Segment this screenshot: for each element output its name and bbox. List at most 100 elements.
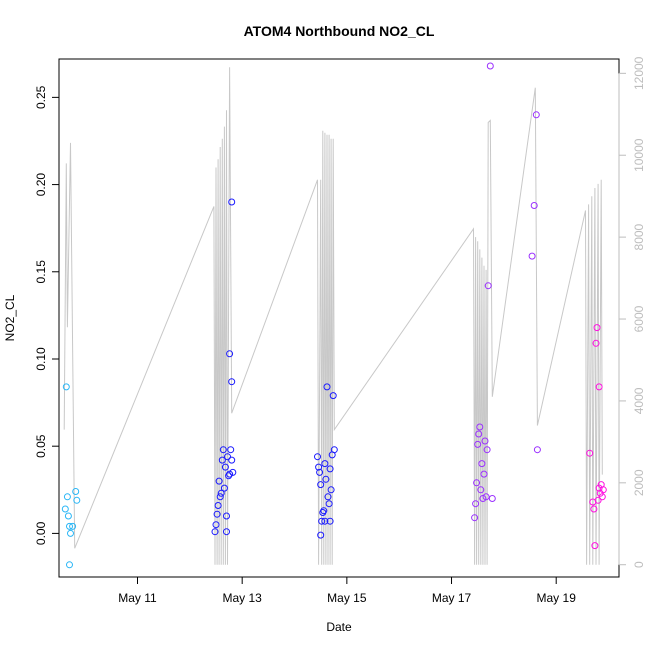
scatter-points bbox=[61, 62, 607, 569]
data-point bbox=[227, 446, 235, 454]
data-point bbox=[214, 502, 222, 509]
data-point bbox=[321, 517, 329, 525]
data-point bbox=[330, 446, 338, 454]
data-point bbox=[218, 456, 226, 464]
data-point bbox=[322, 475, 330, 483]
data-point bbox=[64, 512, 72, 520]
y2-tick-label: 0 bbox=[632, 561, 646, 568]
y2-tick-label: 8000 bbox=[632, 223, 646, 250]
data-point bbox=[211, 528, 219, 536]
y-tick-label: 0.20 bbox=[34, 173, 48, 197]
data-point bbox=[72, 488, 80, 495]
line-series bbox=[63, 67, 603, 565]
y-tick-label: 0.15 bbox=[34, 260, 48, 284]
x-tick-label: May 17 bbox=[432, 591, 472, 605]
data-point bbox=[533, 446, 541, 454]
data-point bbox=[591, 542, 599, 550]
data-point bbox=[595, 484, 603, 492]
data-point bbox=[475, 430, 483, 438]
x-tick-label: May 15 bbox=[327, 591, 367, 605]
data-point bbox=[325, 500, 333, 508]
data-point bbox=[318, 517, 326, 525]
data-point bbox=[223, 512, 230, 520]
data-point bbox=[478, 460, 486, 468]
x-tick-label: May 13 bbox=[222, 591, 262, 605]
data-point bbox=[315, 463, 323, 471]
data-point bbox=[476, 423, 484, 431]
data-point bbox=[61, 505, 69, 513]
data-point bbox=[486, 62, 494, 70]
data-point bbox=[592, 339, 600, 347]
chart-title: ATOM4 Northbound NO2_CL bbox=[244, 23, 435, 39]
data-point bbox=[223, 528, 230, 536]
data-point bbox=[595, 383, 603, 391]
data-point bbox=[590, 505, 598, 513]
data-point bbox=[225, 472, 233, 480]
data-point bbox=[473, 479, 481, 487]
data-point bbox=[594, 496, 602, 504]
y-tick-label: 0.10 bbox=[34, 347, 48, 371]
x-tick-label: May 19 bbox=[537, 591, 577, 605]
data-point bbox=[326, 465, 334, 473]
data-point bbox=[324, 493, 332, 501]
data-point bbox=[63, 493, 71, 501]
data-point bbox=[314, 453, 321, 461]
data-point bbox=[329, 392, 337, 400]
data-point bbox=[229, 468, 237, 476]
data-point bbox=[471, 514, 479, 522]
data-point bbox=[483, 446, 491, 454]
data-point bbox=[221, 463, 229, 471]
data-point bbox=[215, 477, 223, 485]
y2-tick-label: 4000 bbox=[632, 387, 646, 414]
data-point bbox=[316, 468, 324, 476]
data-point bbox=[73, 496, 81, 504]
data-point bbox=[598, 493, 606, 501]
data-point bbox=[317, 481, 325, 489]
data-point bbox=[228, 456, 236, 464]
x-axis: May 11 May 13 May 15 May 17 May 19 bbox=[118, 576, 577, 605]
y-axis: 0.00 0.05 0.10 0.15 0.20 0.25 bbox=[34, 85, 60, 545]
data-point bbox=[67, 529, 74, 537]
data-point bbox=[586, 449, 594, 457]
data-point bbox=[212, 521, 220, 529]
data-point bbox=[220, 484, 228, 492]
data-point bbox=[528, 252, 536, 260]
y2-tick-label: 2000 bbox=[632, 469, 646, 496]
data-point bbox=[480, 470, 488, 478]
data-point bbox=[226, 350, 234, 358]
data-point bbox=[327, 486, 335, 494]
data-point bbox=[323, 383, 331, 391]
plot-frame bbox=[58, 58, 620, 578]
data-point bbox=[484, 282, 492, 290]
data-point bbox=[224, 453, 231, 461]
data-point bbox=[62, 383, 70, 391]
data-point bbox=[482, 493, 490, 501]
data-point bbox=[69, 522, 77, 530]
data-point bbox=[66, 522, 73, 530]
y-tick-label: 0.25 bbox=[34, 85, 48, 109]
y2-tick-label: 12000 bbox=[632, 56, 646, 90]
data-point bbox=[66, 561, 73, 569]
x-tick-label: May 11 bbox=[118, 591, 157, 605]
line-path bbox=[63, 67, 603, 565]
data-point bbox=[481, 437, 489, 445]
data-point bbox=[474, 440, 482, 448]
data-point bbox=[488, 495, 496, 502]
data-point bbox=[219, 446, 227, 454]
data-point bbox=[477, 486, 485, 494]
data-point bbox=[472, 500, 480, 508]
data-point bbox=[228, 378, 236, 386]
y-tick-label: 0.05 bbox=[34, 434, 48, 458]
data-point bbox=[213, 510, 221, 518]
y2-axis: 0 2000 4000 6000 8000 10000 12000 bbox=[618, 56, 646, 568]
data-point bbox=[532, 111, 540, 119]
y2-tick-label: 10000 bbox=[632, 138, 646, 172]
data-point bbox=[326, 517, 334, 525]
data-point bbox=[216, 493, 224, 501]
x-axis-label: Date bbox=[326, 620, 352, 634]
data-point bbox=[217, 489, 225, 497]
data-point bbox=[599, 486, 607, 494]
data-point bbox=[530, 202, 538, 209]
data-point bbox=[320, 507, 328, 515]
data-point bbox=[321, 460, 329, 468]
